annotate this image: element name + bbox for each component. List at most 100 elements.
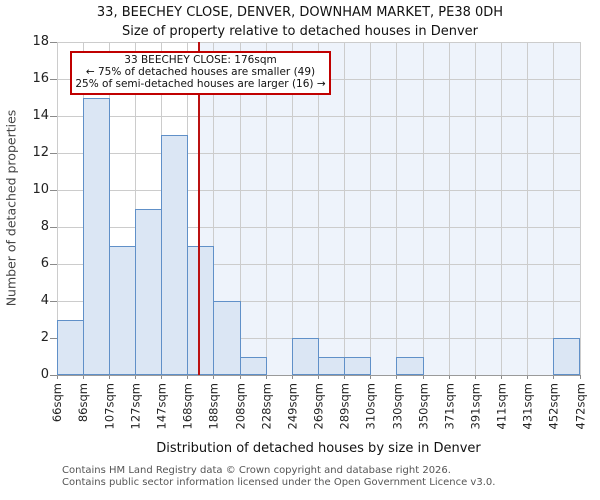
bar [344, 356, 372, 375]
x-tick-label: 249sqm [285, 383, 300, 430]
bar [56, 319, 84, 375]
bar [161, 134, 189, 375]
chart-subtitle: Size of property relative to detached ho… [121, 24, 479, 39]
gridline [291, 42, 293, 375]
y-tick-mark [50, 41, 57, 43]
x-tick-label: 208sqm [233, 383, 248, 430]
y-tick-label: 12 [32, 145, 49, 160]
y-tick-label: 18 [32, 34, 49, 49]
gridline [318, 42, 319, 375]
x-tick-mark [422, 375, 424, 379]
gridline [553, 42, 555, 375]
gridline [501, 42, 503, 375]
gridline [239, 42, 241, 375]
x-tick-label: 431sqm [520, 383, 535, 430]
gridline [474, 42, 476, 375]
x-axis-label: Distribution of detached houses by size … [156, 441, 481, 456]
x-tick-label: 86sqm [76, 383, 91, 423]
y-tick-label: 6 [40, 256, 49, 271]
x-tick-label: 127sqm [128, 383, 143, 430]
footer: Contains HM Land Registry data © Crown c… [62, 465, 495, 488]
y-tick-label: 4 [40, 293, 49, 308]
x-tick-mark [239, 375, 241, 379]
chart-title: 33, BEECHEY CLOSE, DENVER, DOWNHAM MARKE… [96, 5, 504, 20]
x-tick-label: 66sqm [50, 383, 64, 423]
y-tick-mark [50, 78, 57, 80]
plot-area: 0 2 4 6 8 10 12 14 16 18 66sqm 86sqm 107sqm 127sqm 147… [32, 34, 587, 429]
x-tick-label: 228sqm [259, 383, 274, 430]
x-tick-label: 411sqm [494, 383, 509, 430]
x-tick-label: 350sqm [416, 383, 431, 430]
bar [239, 356, 267, 375]
y-tick-label: 14 [32, 108, 49, 123]
x-tick-label: 371sqm [442, 383, 457, 430]
bar [553, 338, 581, 375]
x-tick-label: 472sqm [573, 383, 587, 430]
x-tick-mark [213, 375, 215, 379]
gridline [527, 42, 529, 375]
x-tick-mark [82, 375, 84, 379]
x-tick-label: 289sqm [337, 383, 352, 430]
x-tick-mark [344, 375, 346, 379]
x-tick-label: 147sqm [154, 383, 169, 430]
bar [108, 245, 136, 375]
x-tick-mark [108, 375, 110, 379]
footer-line-1: Contains HM Land Registry data © Crown c… [62, 465, 451, 476]
y-tick-label: 16 [32, 71, 49, 86]
y-tick-mark [50, 374, 57, 376]
gridline [265, 42, 267, 375]
x-tick-mark [448, 375, 450, 379]
x-tick-mark [474, 375, 476, 379]
y-tick-mark [50, 226, 57, 228]
x-tick-label: 310sqm [363, 383, 378, 430]
bar [82, 97, 110, 375]
gridline [396, 42, 398, 375]
y-tick-mark [50, 263, 57, 265]
y-tick-label: 0 [40, 367, 49, 382]
gridline [344, 42, 346, 375]
x-tick-label: 391sqm [468, 383, 483, 430]
y-tick-mark [50, 115, 57, 117]
x-tick-label: 168sqm [180, 383, 195, 430]
bar [291, 338, 319, 375]
x-tick-mark [318, 375, 319, 379]
bar [213, 301, 241, 375]
annotation-line-2: ← 75% of detached houses are smaller (49… [85, 66, 316, 79]
x-tick-label: 269sqm [311, 383, 326, 430]
x-tick-mark [553, 375, 555, 379]
property-marker-line [197, 42, 200, 375]
x-tick-label: 452sqm [546, 383, 561, 430]
x-tick-label: 188sqm [206, 383, 221, 430]
x-tick-mark [161, 375, 163, 379]
y-tick-mark [50, 337, 57, 339]
gridline [448, 42, 450, 375]
x-tick-mark [527, 375, 529, 379]
x-tick-mark [187, 375, 189, 379]
y-tick-mark [50, 300, 57, 302]
annotation-line-1: 33 BEECHEY CLOSE: 176sqm [124, 54, 277, 66]
annotation-line-3: 25% of semi-detached houses are larger (… [75, 78, 326, 91]
x-axis-line [57, 375, 580, 376]
x-tick-mark [56, 375, 58, 379]
footer-line-2: Contains public sector information licen… [62, 476, 496, 488]
x-tick-mark [396, 375, 398, 379]
shaded-larger-region [198, 42, 580, 375]
x-tick-label: 107sqm [102, 383, 117, 430]
y-tick-label: 8 [40, 219, 49, 234]
y-tick-mark [50, 152, 57, 154]
bar [187, 245, 215, 375]
y-tick-label: 2 [40, 330, 49, 345]
x-tick-mark [265, 375, 267, 379]
y-axis-label: Number of detached properties [3, 109, 19, 307]
bar [318, 356, 346, 375]
gridline [579, 42, 581, 375]
gridline [370, 42, 372, 375]
bar [396, 356, 424, 375]
y-tick-mark [50, 189, 57, 191]
x-tick-mark [370, 375, 372, 379]
x-tick-mark [134, 375, 136, 379]
x-tick-mark [579, 375, 581, 379]
gridline [213, 42, 215, 375]
annotation-box: 33 BEECHEY CLOSE: 176sqm ← 75% of detach… [70, 51, 331, 95]
